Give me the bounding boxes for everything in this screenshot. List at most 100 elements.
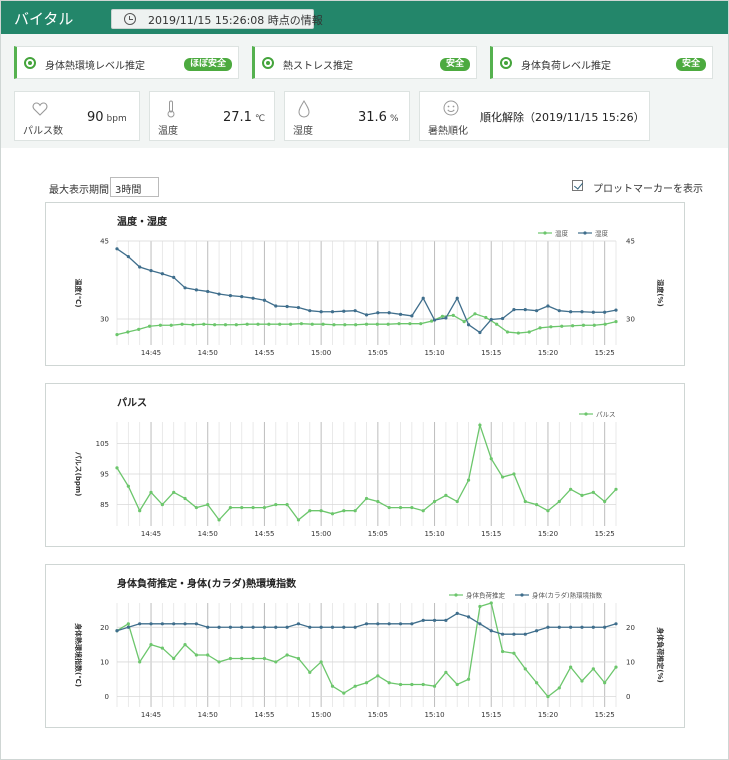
- data-point: [429, 319, 434, 323]
- data-point: [500, 316, 505, 321]
- data-point: [138, 509, 142, 513]
- data-point: [421, 618, 425, 622]
- data-point: [432, 684, 437, 688]
- data-point: [364, 681, 369, 685]
- data-point: [376, 674, 380, 678]
- x-tick-label: 14:50: [198, 349, 218, 357]
- x-tick-label: 15:20: [538, 711, 558, 719]
- marker-checkbox-label[interactable]: プロットマーカーを表示: [593, 184, 703, 195]
- data-point: [466, 323, 471, 327]
- metric-card-acclimatization: 暑熱順化 順化解除（2019/11/15 15:26）: [419, 91, 650, 141]
- data-point: [489, 317, 493, 322]
- data-point: [603, 681, 607, 685]
- chart-body-load: 身体負荷推定・身体(カラダ)熱環境指数 14:45 14:50 14:55 15:00…: [45, 564, 685, 728]
- data-point: [421, 296, 425, 300]
- data-point: [523, 667, 527, 671]
- status-card-heat-stress: 熱ストレス推定 安全: [252, 46, 477, 79]
- timestamp-text: 2019/11/15 15:26:08 時点の情報: [148, 14, 323, 27]
- data-point: [569, 625, 573, 629]
- data-point: [330, 512, 335, 516]
- data-point: [580, 310, 584, 314]
- data-point: [500, 632, 505, 636]
- data-point: [466, 677, 471, 681]
- data-point: [466, 615, 471, 619]
- data-point: [398, 506, 403, 510]
- x-tick-label: 14:55: [254, 711, 274, 719]
- data-point: [172, 622, 176, 626]
- data-point: [387, 506, 391, 510]
- data-point: [160, 502, 164, 507]
- data-point: [251, 506, 255, 510]
- data-point: [126, 625, 130, 629]
- data-point: [115, 466, 119, 470]
- data-point: [421, 509, 425, 513]
- temperature-label: 温度: [158, 126, 178, 137]
- acclimatization-label: 暑熱順化: [428, 126, 468, 137]
- data-point: [310, 322, 314, 326]
- status-card-body-heat: 身体熱環境レベル推定 ほぼ安全: [14, 46, 239, 79]
- data-point: [194, 653, 198, 657]
- data-point: [342, 309, 346, 313]
- data-point: [455, 682, 459, 687]
- y-tick-label-left: 105: [96, 440, 109, 448]
- y-tick-label-left: 20: [100, 624, 109, 632]
- data-point: [240, 295, 244, 299]
- data-point: [296, 305, 301, 310]
- data-point: [421, 682, 425, 687]
- y-tick-label-left: 0: [105, 693, 109, 701]
- data-point: [614, 665, 618, 669]
- data-point: [256, 322, 260, 326]
- data-point: [444, 316, 448, 320]
- data-point: [240, 625, 244, 629]
- data-point: [267, 322, 271, 326]
- legend-marker: [583, 231, 587, 235]
- data-point: [240, 656, 244, 661]
- data-point: [455, 296, 459, 300]
- data-point: [308, 670, 312, 674]
- y-axis-label-left: 温度(℃): [74, 279, 83, 308]
- x-tick-label: 14:50: [198, 711, 218, 719]
- data-point: [191, 323, 195, 327]
- data-point: [398, 622, 403, 626]
- humidity-label: 湿度: [293, 126, 313, 137]
- data-point: [160, 622, 164, 626]
- data-point: [296, 518, 301, 522]
- data-point: [285, 625, 289, 629]
- y-axis-label-left: 身体熱環境指数(℃): [74, 622, 83, 687]
- data-point: [228, 506, 233, 510]
- y-tick-label-right: 20: [626, 624, 635, 632]
- data-point: [354, 323, 358, 327]
- y-axis-label-left: パルス(bpm): [74, 452, 83, 497]
- page-title: バイタル: [14, 10, 74, 28]
- status-ok-icon: [24, 57, 36, 69]
- chart-title: 身体負荷推定・身体(カラダ)熱環境指数: [117, 579, 297, 590]
- data-point: [410, 622, 414, 626]
- y-tick-label-left: 85: [100, 501, 109, 509]
- data-point: [126, 255, 130, 259]
- legend-marker: [454, 593, 458, 597]
- data-point: [172, 275, 176, 279]
- data-point: [581, 323, 586, 327]
- data-point: [591, 310, 595, 314]
- data-point: [364, 622, 369, 626]
- chart-body-load-svg: 14:45 14:50 14:55 15:00 15:05 15:10 15:15 15:20…: [74, 591, 665, 720]
- data-point: [455, 611, 459, 615]
- marker-checkbox[interactable]: [572, 180, 583, 191]
- data-point: [538, 326, 542, 330]
- data-point: [126, 622, 130, 626]
- status-label: 身体熱環境レベル推定: [45, 61, 145, 72]
- data-point: [172, 656, 176, 661]
- period-select[interactable]: 3時間: [110, 177, 159, 197]
- data-point: [299, 322, 304, 326]
- x-tick-label: 15:20: [538, 349, 558, 357]
- x-tick-label: 15:00: [311, 530, 331, 538]
- data-point: [512, 632, 516, 636]
- data-point: [296, 656, 301, 661]
- data-point: [343, 323, 347, 327]
- data-point: [274, 625, 278, 629]
- data-point: [288, 322, 293, 326]
- data-point: [569, 487, 573, 491]
- x-tick-label: 14:45: [141, 711, 161, 719]
- data-point: [478, 604, 482, 609]
- acclimatization-value: 順化解除（2019/11/15 15:26）: [480, 111, 645, 124]
